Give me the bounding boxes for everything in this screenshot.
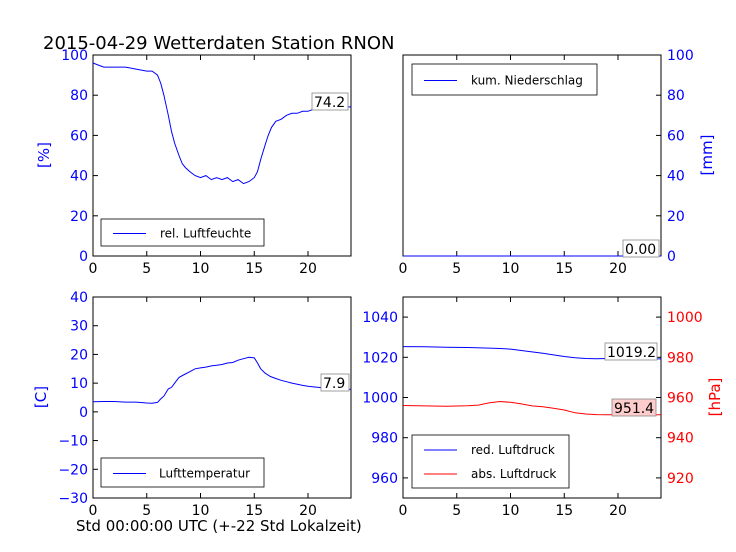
precipitation-xtick-label-4: 20	[609, 261, 627, 277]
pressure-xtick-label-2: 10	[502, 503, 520, 519]
temperature-ytick-label-7: 40	[70, 290, 88, 306]
precipitation-xtick-label-2: 10	[502, 261, 520, 277]
pressure-value-label-0: 1019.2	[607, 345, 656, 361]
precipitation-xtick-label-1: 5	[452, 261, 461, 277]
pressure-left-ytick-label-0: 960	[371, 471, 398, 487]
figure-xlabel: Std 00:00:00 UTC (+-22 Std Lokalzeit)	[76, 517, 362, 535]
precipitation-ytick-label-0: 0	[667, 249, 676, 265]
temperature-ylabel: [C]	[32, 386, 50, 408]
humidity-0-series-line	[92, 62, 351, 185]
temperature-ytick-label-5: 20	[70, 347, 88, 363]
humidity-ytick-label-5: 100	[61, 48, 88, 64]
precipitation-ytick-label-3: 60	[667, 128, 685, 144]
temperature-xtick-label-0: 0	[89, 503, 98, 519]
pressure-left-ytick-label-4: 1040	[362, 310, 398, 326]
humidity-value-label-box	[311, 92, 349, 111]
pressure-left-ytick-label-2: 1000	[362, 391, 398, 407]
precipitation-value-label-box	[622, 239, 660, 258]
pressure-value-label-0-box	[604, 342, 658, 361]
pressure-value-label-1-box	[611, 398, 657, 417]
temperature-xtick-label-3: 15	[245, 503, 263, 519]
temperature-value-label: 7.9	[323, 376, 345, 392]
pressure-value-label-1: 951.4	[614, 401, 654, 417]
pressure-right-ytick-label-1: 940	[667, 431, 694, 447]
precipitation-ylabel: [mm]	[698, 135, 716, 176]
figure-title: 2015-04-29 Wetterdaten Station RNON	[43, 33, 394, 54]
precipitation-ytick-label-2: 40	[667, 169, 685, 185]
precipitation-ytick-label-1: 20	[667, 209, 685, 225]
precipitation-ytick-label-4: 80	[667, 88, 685, 104]
temperature-ytick-label-0: −30	[58, 491, 88, 507]
precipitation-ytick-label-5: 100	[667, 48, 694, 64]
humidity-legend-box	[100, 218, 265, 247]
pressure-xtick-label-1: 5	[452, 503, 461, 519]
humidity-value-label: 74.2	[314, 95, 345, 111]
precipitation-xtick-label-0: 0	[399, 261, 408, 277]
pressure-legend-box	[411, 434, 570, 489]
pressure-legend-label-1: abs. Luftdruck	[471, 467, 556, 481]
pressure-right-ytick-label-4: 1000	[667, 310, 703, 326]
pressure-right-ytick-label-2: 960	[667, 391, 694, 407]
humidity-xtick-label-0: 0	[89, 261, 98, 277]
temperature-value-label-box	[320, 373, 350, 392]
humidity-ytick-label-1: 20	[70, 209, 88, 225]
humidity-xtick-label-3: 15	[245, 261, 263, 277]
precipitation-xtick-label-3: 15	[555, 261, 573, 277]
humidity-ytick-label-2: 40	[70, 169, 88, 185]
temperature-xtick-label-2: 10	[192, 503, 210, 519]
pressure-xtick-label-3: 15	[555, 503, 573, 519]
temperature-xtick-label-4: 20	[299, 503, 317, 519]
humidity-xtick-label-1: 5	[142, 261, 151, 277]
temperature-ytick-label-2: −10	[58, 434, 88, 450]
humidity-ytick-label-3: 60	[70, 128, 88, 144]
pressure-right-ytick-label-0: 920	[667, 471, 694, 487]
precipitation-legend-box	[411, 63, 598, 96]
humidity-ytick-label-4: 80	[70, 88, 88, 104]
temperature-0-series-line	[92, 356, 351, 404]
temperature-xtick-label-1: 5	[142, 503, 151, 519]
precipitation-value-label: 0.00	[625, 242, 656, 258]
temperature-ytick-label-4: 10	[70, 376, 88, 392]
temperature-legend-label-0: Lufttemperatur	[159, 467, 250, 481]
temperature-legend-box	[100, 457, 265, 488]
pressure-ylabel: [hPa]	[706, 378, 724, 417]
pressure-right-ytick-label-3: 980	[667, 350, 694, 366]
humidity-ylabel: [%]	[35, 142, 53, 168]
pressure-legend-label-0: red. Luftdruck	[471, 443, 555, 457]
humidity-ytick-label-0: 0	[79, 249, 88, 265]
humidity-xtick-label-2: 10	[192, 261, 210, 277]
pressure-left-ytick-label-3: 1020	[362, 350, 398, 366]
temperature-ytick-label-1: −20	[58, 462, 88, 478]
pressure-left-ytick-label-1: 980	[371, 431, 398, 447]
pressure-xtick-label-4: 20	[609, 503, 627, 519]
temperature-ytick-label-6: 30	[70, 319, 88, 335]
precipitation-legend-label-0: kum. Niederschlag	[471, 74, 583, 88]
pressure-xtick-label-0: 0	[399, 503, 408, 519]
temperature-ytick-label-3: 0	[79, 405, 88, 421]
humidity-legend-label-0: rel. Luftfeuchte	[160, 227, 251, 241]
humidity-xtick-label-4: 20	[299, 261, 317, 277]
